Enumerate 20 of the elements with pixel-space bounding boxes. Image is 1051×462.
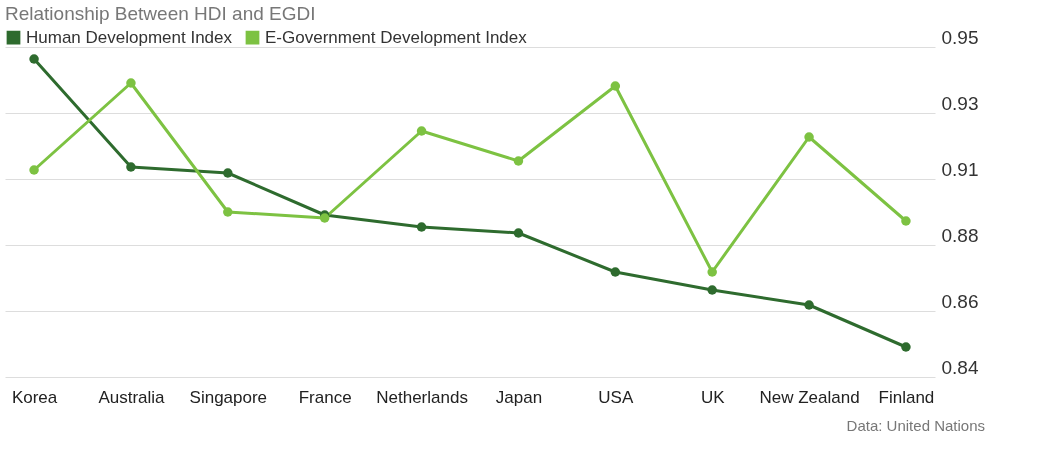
x-tick-label: New Zealand	[759, 387, 860, 407]
x-tick-label: USA	[598, 387, 634, 407]
x-tick-label: Korea	[11, 387, 58, 407]
text: Data: United Nations	[846, 417, 985, 434]
x-tick-label: Japan	[495, 387, 543, 407]
y-tick-label: 0.88	[941, 224, 979, 246]
y-tick-label: 0.84	[941, 356, 979, 378]
y-tick-label: 0.93	[941, 92, 979, 114]
x-tick-label: France	[298, 387, 352, 407]
legend-label: Human Development Index	[26, 27, 233, 47]
y-tick-label: 0.91	[941, 158, 979, 180]
x-tick-label: UK	[700, 387, 726, 407]
x-tick-label: Netherlands	[376, 387, 468, 407]
chart-title: Relationship Between HDI and EGDI	[5, 3, 316, 24]
y-tick-label: 0.95	[941, 26, 979, 48]
legend-label: E-Government Development Index	[265, 27, 528, 47]
x-tick-label: Australia	[98, 387, 166, 407]
x-tick-label: Singapore	[189, 387, 268, 407]
x-tick-label: Finland	[878, 387, 935, 407]
y-tick-label: 0.86	[941, 290, 979, 312]
